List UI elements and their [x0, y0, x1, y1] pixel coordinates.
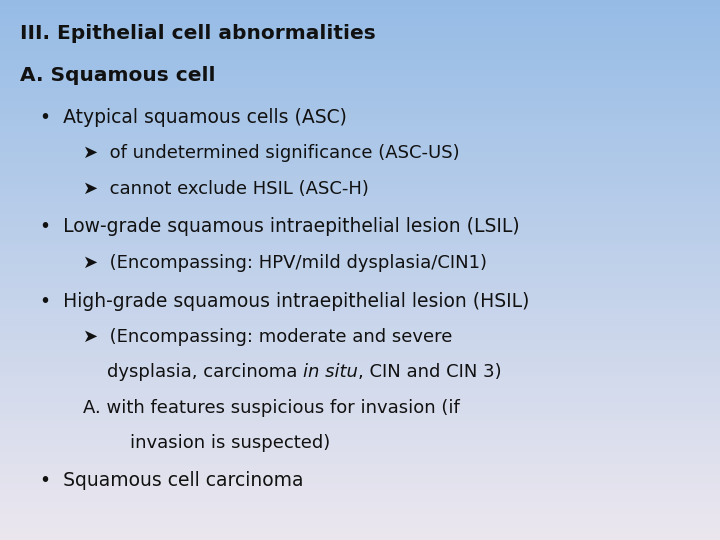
Text: III.: III. [20, 24, 57, 43]
Text: ➤  cannot exclude HSIL (ASC-H): ➤ cannot exclude HSIL (ASC-H) [83, 180, 369, 198]
Text: ➤  (Encompassing: HPV/mild dysplasia/CIN1): ➤ (Encompassing: HPV/mild dysplasia/CIN1… [83, 254, 487, 272]
Text: ➤  (Encompassing: moderate and severe: ➤ (Encompassing: moderate and severe [83, 328, 452, 346]
Text: •  High-grade squamous intraepithelial lesion (HSIL): • High-grade squamous intraepithelial le… [40, 292, 529, 310]
Text: •  Atypical squamous cells (ASC): • Atypical squamous cells (ASC) [40, 108, 346, 127]
Text: •  Low-grade squamous intraepithelial lesion (LSIL): • Low-grade squamous intraepithelial les… [40, 217, 519, 236]
Text: •  Squamous cell carcinoma: • Squamous cell carcinoma [40, 471, 303, 490]
Text: , CIN and CIN 3): , CIN and CIN 3) [358, 363, 501, 381]
Text: in situ: in situ [302, 363, 358, 381]
Text: ➤  of undetermined significance (ASC-US): ➤ of undetermined significance (ASC-US) [83, 144, 459, 162]
Text: invasion is suspected): invasion is suspected) [107, 434, 330, 451]
Text: A. with features suspicious for invasion (if: A. with features suspicious for invasion… [83, 399, 459, 416]
Text: A. Squamous cell: A. Squamous cell [20, 66, 216, 85]
Text: Epithelial cell abnormalities: Epithelial cell abnormalities [57, 24, 376, 43]
Text: dysplasia, carcinoma: dysplasia, carcinoma [107, 363, 302, 381]
